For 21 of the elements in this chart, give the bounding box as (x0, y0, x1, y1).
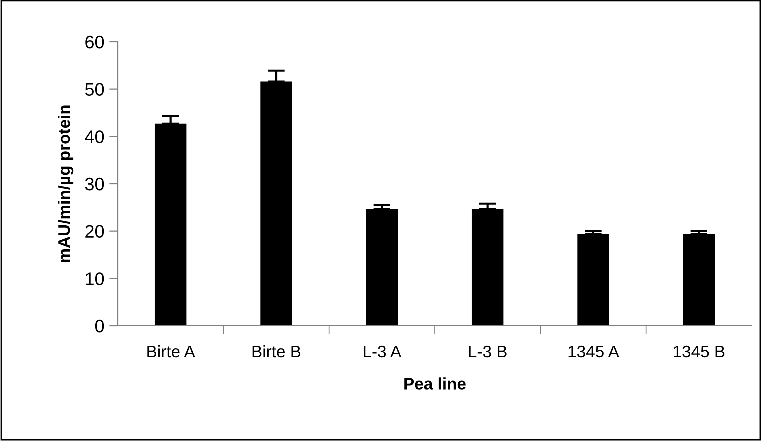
y-tick-label: 10 (86, 272, 104, 286)
y-axis-title: mAU/min/µg protein (58, 106, 74, 262)
x-tick-label: L-3 A (364, 346, 402, 358)
x-tick-label: Birte B (252, 345, 301, 358)
bar (260, 82, 292, 326)
x-axis-title: Pea line (404, 378, 466, 390)
bar (578, 234, 610, 326)
x-tick-label: 1345 B (674, 346, 725, 358)
x-tick-label: 1345 A (568, 346, 620, 358)
bar (472, 209, 504, 326)
y-tick-label: 40 (85, 130, 104, 144)
bar (366, 210, 398, 326)
x-tick-label: L-3 B (469, 346, 507, 358)
y-tick-label: 50 (85, 83, 104, 96)
y-tick-label: 30 (85, 178, 104, 191)
x-tick-label: Birte A (148, 345, 196, 358)
y-tick-label: 20 (86, 225, 104, 238)
y-tick-label: 60 (86, 36, 104, 49)
y-tick-label: 0 (95, 320, 104, 333)
bar (683, 234, 716, 326)
bar (154, 124, 187, 326)
